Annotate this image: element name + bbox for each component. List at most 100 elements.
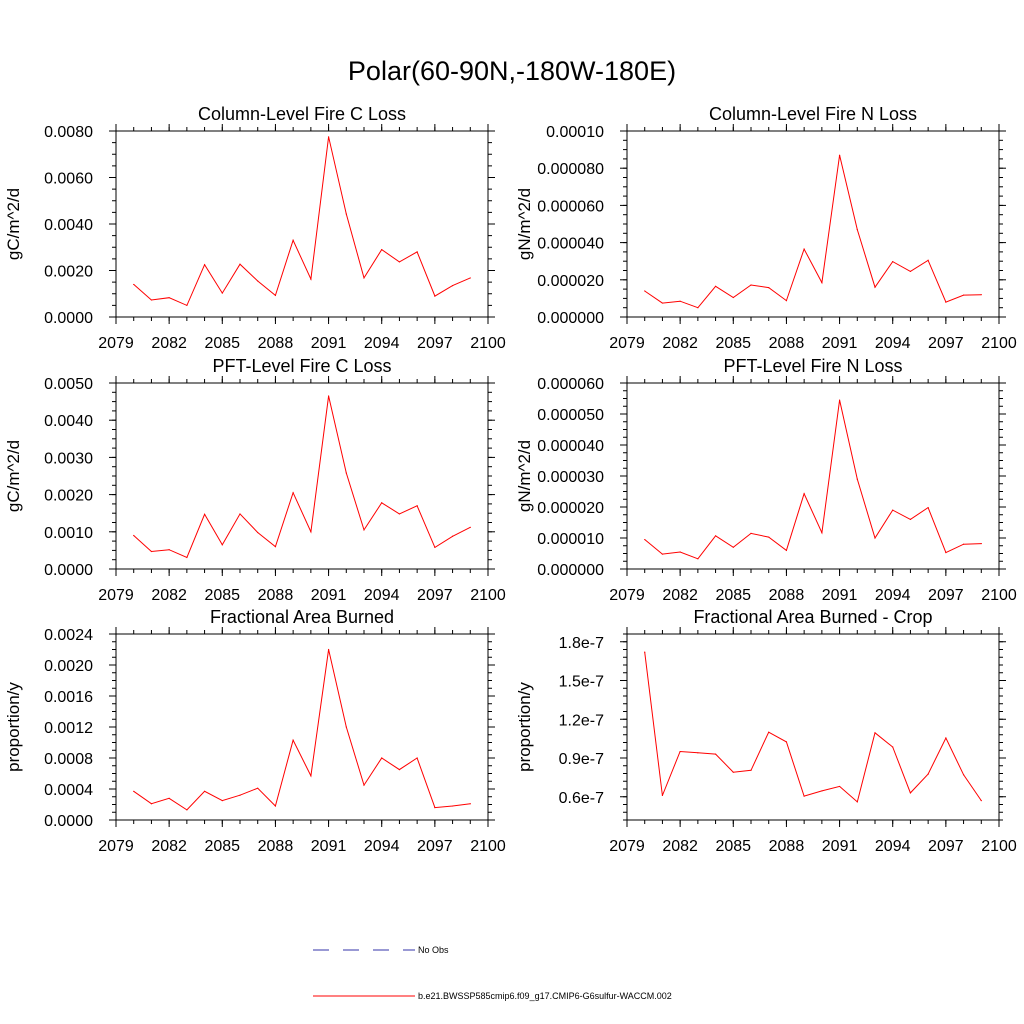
data-point xyxy=(768,536,770,538)
data-point xyxy=(345,472,347,474)
x-tick-label: 2097 xyxy=(417,335,453,352)
y-tick-label: 0.000080 xyxy=(537,161,604,178)
data-point xyxy=(292,492,294,494)
x-tick-label: 2088 xyxy=(258,838,294,855)
y-axis-label: proportion/y xyxy=(515,682,534,772)
data-point xyxy=(856,478,858,480)
y-axis-label: proportion/y xyxy=(4,682,23,772)
y-tick-label: 0.000050 xyxy=(537,407,604,424)
data-point xyxy=(221,292,223,294)
x-tick-label: 2085 xyxy=(715,838,751,855)
x-tick-label: 2082 xyxy=(662,587,698,604)
data-point xyxy=(239,794,241,796)
y-tick-label: 0.0020 xyxy=(44,264,93,281)
series-line xyxy=(133,395,471,559)
data-point xyxy=(398,769,401,771)
data-point xyxy=(803,493,805,495)
x-tick-label: 2094 xyxy=(364,587,400,604)
y-tick-label: 0.000040 xyxy=(537,438,604,455)
x-tick-label: 2097 xyxy=(417,838,453,855)
data-point xyxy=(644,290,646,292)
x-tick-label: 2097 xyxy=(928,335,964,352)
data-point xyxy=(469,526,471,528)
x-tick-label: 2085 xyxy=(204,587,240,604)
data-point xyxy=(451,535,454,537)
data-point xyxy=(927,773,929,775)
y-tick-label: 1.8e-7 xyxy=(559,635,604,652)
x-tick-label: 2091 xyxy=(822,587,858,604)
data-point xyxy=(909,270,912,273)
x-tick-label: 2088 xyxy=(258,335,294,352)
chart-panel-6: 2079 2082 2085 2088 2091 2094 2097 2100 0.6e-7 0.… xyxy=(515,607,1017,855)
data-point xyxy=(310,775,312,777)
data-point xyxy=(714,535,717,537)
y-tick-label: 1.5e-7 xyxy=(559,674,604,691)
panel-title: PFT-Level Fire N Loss xyxy=(723,356,902,376)
chart-panel-4: 2079 2082 2085 2088 2091 2094 2097 2100 0.000000… xyxy=(515,356,1017,604)
x-tick-label: 2085 xyxy=(715,587,751,604)
y-tick-label: 0.0008 xyxy=(44,751,93,768)
chart-panels: 2079 2082 2085 2088 2091 2094 2097 2100 0.0000 0.… xyxy=(4,104,1017,855)
data-point xyxy=(661,794,664,797)
x-tick-label: 2082 xyxy=(662,838,698,855)
data-point xyxy=(257,531,259,534)
data-point xyxy=(292,239,294,241)
y-axis-label: gC/m^2/d xyxy=(4,440,23,512)
y-tick-label: 0.0024 xyxy=(44,627,93,644)
data-point xyxy=(697,558,699,560)
data-point xyxy=(909,518,912,521)
x-tick-label: 2079 xyxy=(609,838,645,855)
series-line xyxy=(133,136,471,307)
data-point xyxy=(679,750,681,753)
data-point xyxy=(381,248,383,251)
data-point xyxy=(644,651,646,653)
data-point xyxy=(434,546,436,549)
x-tick-label: 2091 xyxy=(822,335,858,352)
figure-title: Polar(60-90N,-180W-180E) xyxy=(347,56,677,86)
y-tick-label: 0.000010 xyxy=(537,531,604,548)
data-point xyxy=(962,294,965,296)
x-tick-label: 2100 xyxy=(470,335,506,352)
y-tick-label: 0.0030 xyxy=(44,450,93,467)
y-tick-label: 0.000020 xyxy=(537,500,604,517)
data-point xyxy=(150,803,153,805)
y-tick-label: 0.0060 xyxy=(44,171,93,188)
data-point xyxy=(203,264,206,266)
data-point xyxy=(150,550,153,553)
y-tick-label: 0.0016 xyxy=(44,689,93,706)
data-point xyxy=(803,248,805,250)
x-tick-label: 2085 xyxy=(204,335,240,352)
data-point xyxy=(838,785,841,788)
data-point xyxy=(697,307,699,309)
data-point xyxy=(381,757,383,759)
data-point xyxy=(697,752,699,754)
data-point xyxy=(785,300,788,302)
y-tick-label: 0.0020 xyxy=(44,658,93,675)
data-point xyxy=(980,294,982,296)
data-point xyxy=(292,739,294,741)
y-tick-label: 0.000060 xyxy=(537,198,604,215)
y-axis-label: gN/m^2/d xyxy=(515,188,534,260)
x-tick-label: 2091 xyxy=(822,838,858,855)
data-point xyxy=(927,507,929,509)
y-tick-label: 0.0050 xyxy=(44,376,93,393)
data-point xyxy=(150,299,153,301)
data-point xyxy=(856,228,858,231)
y-tick-label: 0.000060 xyxy=(537,376,604,393)
data-point xyxy=(962,543,965,545)
data-point xyxy=(768,731,770,733)
x-tick-label: 2079 xyxy=(609,335,645,352)
y-tick-label: 0.9e-7 xyxy=(559,751,604,768)
data-point xyxy=(186,556,188,559)
series-line xyxy=(644,155,982,309)
x-tick-label: 2088 xyxy=(769,587,805,604)
data-point xyxy=(416,251,418,253)
data-point xyxy=(274,805,277,807)
data-point xyxy=(327,648,330,651)
data-point xyxy=(310,531,312,533)
x-tick-label: 2082 xyxy=(662,335,698,352)
y-tick-label: 0.000000 xyxy=(537,310,604,327)
data-point xyxy=(644,538,646,541)
data-point xyxy=(945,737,947,739)
y-tick-label: 0.0010 xyxy=(44,525,93,542)
